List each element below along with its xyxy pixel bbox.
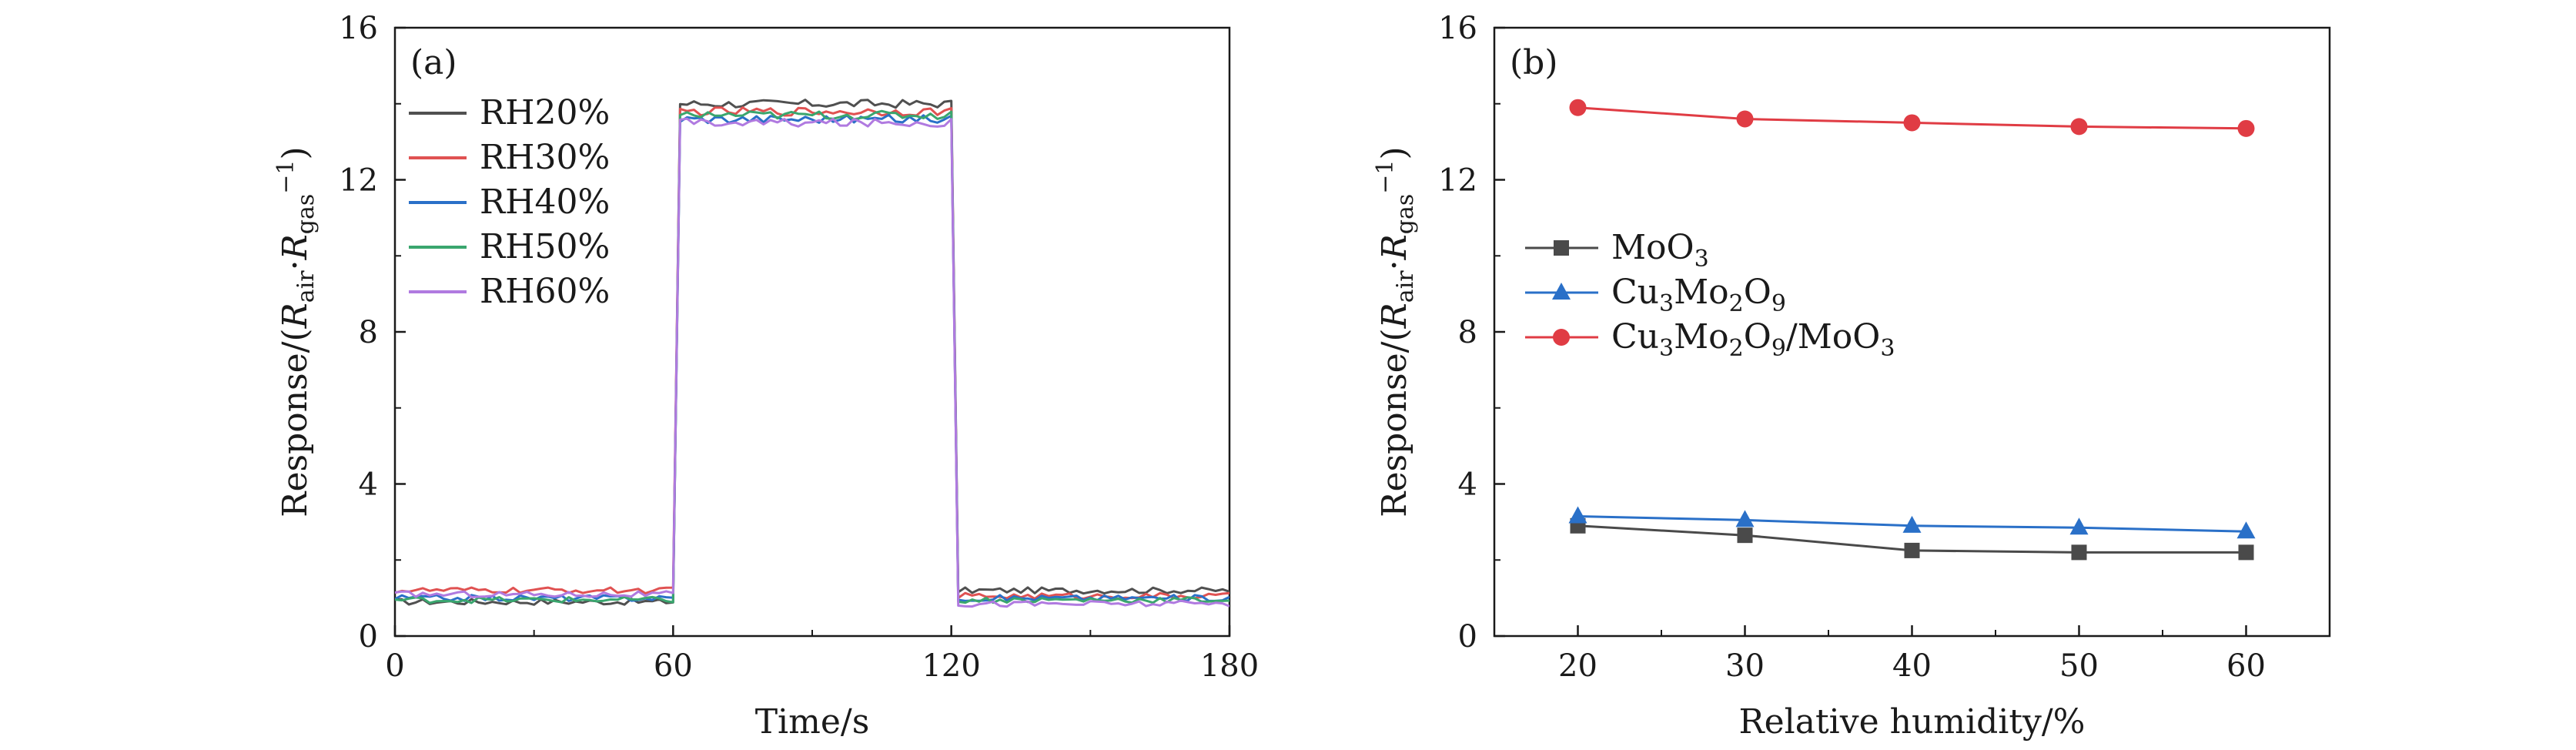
panel-b-point-cu3mo2o9 [1902, 515, 1922, 533]
panel-a-legend-label: RH20% [480, 93, 610, 132]
panel-a-y-tick-label: 4 [359, 467, 378, 503]
panel-b-point-cu3mo2o9-moo3 [2070, 118, 2088, 136]
panel-a-x-tick-label: 120 [922, 648, 980, 684]
panel-b-point-cu3mo2o9-moo3 [1903, 114, 1921, 132]
panel-b-point-moo3 [1904, 542, 1920, 558]
panel-a-y-tick-label: 12 [339, 163, 378, 199]
panel-b-legend-label: Cu3Mo2O9/MoO3 [1611, 317, 1895, 362]
panel-b-chart: 20 30 40 50 60 0 4 8 12 16 Relative humidity/% Resp… [1372, 11, 2331, 742]
panel-b-legend-marker [1552, 283, 1571, 300]
panel-b-y-tick-label: 4 [1458, 467, 1477, 503]
panel-b-point-moo3 [1737, 527, 1753, 544]
panel-b-x-tick-label: 60 [2226, 648, 2266, 684]
panel-b-point-moo3 [2071, 544, 2087, 561]
panel-b-point-moo3 [2238, 544, 2254, 561]
panel-b-x-tick-label: 40 [1892, 648, 1932, 684]
panel-b-point-cu3mo2o9-moo3 [2237, 119, 2255, 137]
panel-a-legend-label: RH60% [480, 272, 610, 311]
panel-a-series-line-rh50pct [395, 109, 1229, 604]
panel-b-panel-label: (b) [1510, 43, 1558, 82]
panel-a-legend-label: RH50% [480, 227, 610, 266]
panel-a-y-tick-label: 16 [339, 11, 378, 46]
panel-a-y-tick-label: 0 [359, 619, 378, 655]
panel-b-x-tick-label: 30 [1725, 648, 1765, 684]
panel-a-chart: 0 60 120 180 0 4 8 12 16 Time/s Response/(Rair·Rga… [273, 11, 1259, 742]
panel-b-x-tick-label: 50 [2059, 648, 2099, 684]
panel-b-point-cu3mo2o9 [1568, 506, 1587, 524]
panel-a-y-tick-label: 8 [359, 315, 378, 350]
panel-b-y-axis-title: Response/(Rair·Rgas−1) [1372, 146, 1419, 517]
panel-b-point-cu3mo2o9 [1735, 510, 1755, 527]
panel-b-point-cu3mo2o9 [2236, 521, 2256, 539]
panel-a-y-axis-title: Response/(Rair·Rgas−1) [273, 146, 319, 517]
panel-b-legend-marker [1553, 329, 1570, 346]
panel-a-series-line-rh20pct [395, 99, 1229, 606]
panel-b-y-tick-label: 0 [1458, 619, 1477, 655]
panel-b-legend-label: MoO3 [1611, 228, 1709, 273]
panel-a-panel-label: (a) [410, 43, 457, 82]
panel-b-y-tick-label: 12 [1438, 163, 1477, 199]
panel-a-series-line-rh60pct [395, 117, 1229, 608]
panel-a-x-axis-title: Time/s [755, 702, 870, 742]
panel-b-x-axis-title: Relative humidity/% [1739, 702, 2086, 742]
panel-b-legend-label: Cu3Mo2O9 [1611, 273, 1786, 317]
panel-b-x-tick-label: 20 [1558, 648, 1597, 684]
panel-b-point-cu3mo2o9-moo3 [1736, 110, 1754, 128]
panel-b-legend-marker [1554, 240, 1569, 256]
panel-a-series-line-rh30pct [395, 106, 1229, 601]
panel-b-y-tick-label: 8 [1458, 315, 1477, 350]
panel-b-y-tick-label: 16 [1438, 11, 1477, 46]
panel-a-legend-label: RH30% [480, 138, 610, 177]
panel-a-x-tick-label: 60 [654, 648, 693, 684]
panel-b-point-cu3mo2o9-moo3 [1569, 99, 1587, 116]
panel-b-point-cu3mo2o9 [2069, 517, 2089, 535]
panel-a-legend-label: RH40% [480, 182, 610, 222]
panel-a-x-tick-label: 0 [385, 648, 404, 684]
panel-a-x-tick-label: 180 [1200, 648, 1259, 684]
